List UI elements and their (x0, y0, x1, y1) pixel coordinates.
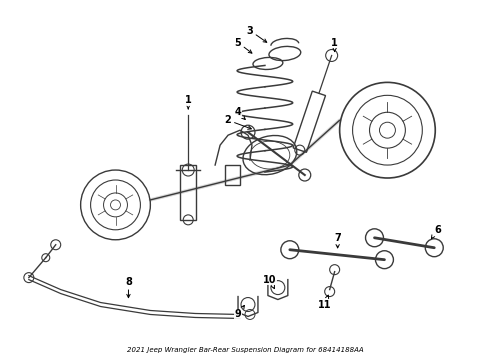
Text: 2021 Jeep Wrangler Bar-Rear Suspension Diagram for 68414188AA: 2021 Jeep Wrangler Bar-Rear Suspension D… (127, 347, 363, 353)
Text: 5: 5 (235, 37, 252, 53)
Text: 7: 7 (334, 233, 341, 248)
Text: 2: 2 (225, 115, 251, 129)
Text: 11: 11 (318, 295, 331, 310)
Text: 8: 8 (125, 276, 132, 298)
Text: 10: 10 (263, 275, 277, 289)
Text: 4: 4 (235, 107, 245, 120)
Text: 3: 3 (246, 26, 267, 42)
Text: 1: 1 (331, 37, 338, 51)
Text: 1: 1 (185, 95, 192, 109)
Text: 6: 6 (431, 225, 441, 239)
Text: 9: 9 (235, 305, 245, 319)
